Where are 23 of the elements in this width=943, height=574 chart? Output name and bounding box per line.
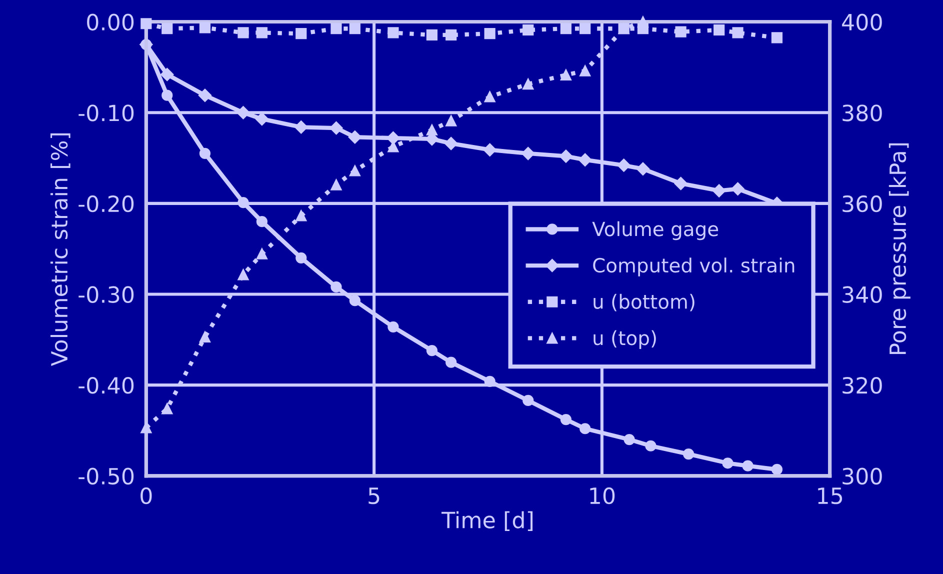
y-tick-label: -0.40 <box>78 376 134 394</box>
y2-tick-label: 380 <box>842 104 882 122</box>
x-axis-title: Time [d] <box>441 511 533 532</box>
x-tick-label: 10 <box>590 487 615 504</box>
legend-label: Computed vol. strain <box>593 258 794 276</box>
y-tick-label: -0.20 <box>78 195 134 212</box>
x-tick-label: 15 <box>818 488 842 504</box>
y2-axis-title: Pore pressure [kPa] <box>888 143 910 354</box>
legend-label: Volume gage <box>592 221 718 240</box>
y2-tick-label: 340 <box>842 286 882 303</box>
y2-tick-label: 320 <box>842 376 882 394</box>
y2-tick-label: 400 <box>842 14 882 31</box>
x-tick-label: 5 <box>368 488 380 504</box>
y-tick-label: -0.50 <box>78 468 134 485</box>
y-axis-title: Volumetric strain [%] <box>50 133 70 366</box>
legend-label: u (bottom) <box>594 294 694 312</box>
y2-tick-label: 360 <box>842 195 882 212</box>
y-tick-label: -0.30 <box>78 286 134 303</box>
y-tick-label: -0.10 <box>78 104 134 122</box>
y-tick-label: 0.00 <box>87 14 134 31</box>
y2-tick-label: 300 <box>842 468 882 485</box>
legend-label: u (top) <box>594 330 656 350</box>
x-tick-label: 0 <box>140 487 152 504</box>
